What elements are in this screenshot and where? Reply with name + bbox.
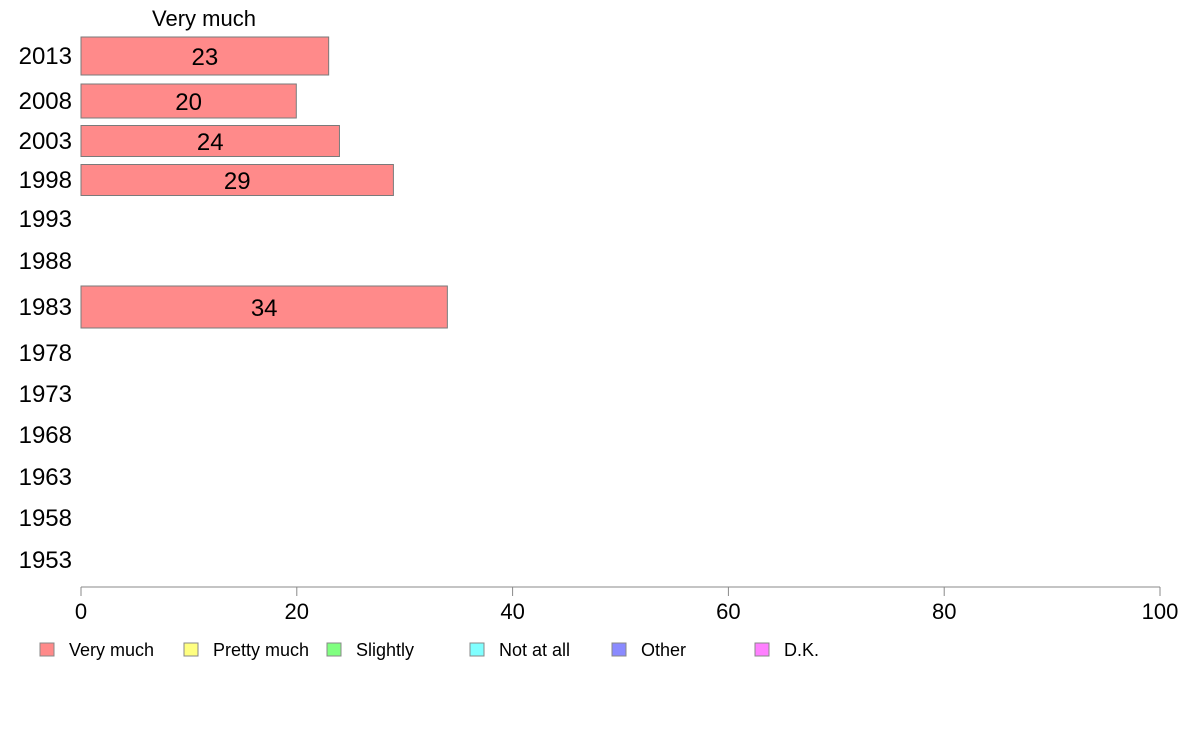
year-label-1953: 1953 [19, 547, 72, 574]
bar-2013 [80, 36, 330, 76]
year-label-1978: 1978 [19, 340, 72, 367]
legend-label-pretty-much: Pretty much [213, 640, 309, 660]
year-label-1988: 1988 [19, 248, 72, 275]
year-label-1973: 1973 [19, 381, 72, 408]
legend: Very much Pretty much Slightly Not at all Ot… [39, 640, 819, 660]
x-tick-label-60: 60 [716, 599, 740, 624]
legend-swatch-other [611, 642, 627, 657]
legend-label-very-much: Very much [69, 640, 154, 660]
bar-2008 [80, 83, 297, 119]
legend-label-slightly: Slightly [356, 640, 414, 660]
legend-swatch-slightly [326, 642, 342, 657]
bar-value-label-2003: 24 [197, 129, 224, 156]
x-tick-label-40: 40 [500, 599, 524, 624]
bar-1983 [80, 285, 448, 329]
x-tick-label-0: 0 [75, 599, 87, 624]
legend-swatch-d-k [754, 642, 770, 657]
bar-2003 [80, 125, 340, 157]
year-label-1998: 1998 [19, 167, 72, 194]
bar-value-label-1998: 29 [224, 168, 251, 195]
legend-swatch-very-much [39, 642, 55, 657]
year-label-2013: 2013 [19, 43, 72, 70]
x-axis: 0 20 40 60 80 100 [75, 586, 1179, 624]
column-header: Very much [152, 6, 256, 31]
year-labels: 2013 2008 2003 1998 1993 1988 1983 1978 1973 1968… [19, 43, 72, 574]
year-label-1993: 1993 [19, 206, 72, 233]
year-label-2003: 2003 [19, 128, 72, 155]
year-label-2008: 2008 [19, 88, 72, 115]
year-label-1968: 1968 [19, 422, 72, 449]
year-label-1958: 1958 [19, 505, 72, 532]
bar-1998 [80, 164, 394, 196]
legend-label-other: Other [641, 640, 686, 660]
legend-swatch-pretty-much [183, 642, 199, 657]
bar-value-label-1983: 34 [251, 295, 278, 322]
legend-label-d-k: D.K. [784, 640, 819, 660]
bar-value-label-2013: 23 [191, 44, 218, 71]
bar-value-label-2008: 20 [175, 89, 202, 116]
legend-swatch-not-at-all [469, 642, 485, 657]
legend-label-not-at-all: Not at all [499, 640, 570, 660]
x-tick-label-20: 20 [285, 599, 309, 624]
x-tick-label-100: 100 [1142, 599, 1179, 624]
x-tick-label-80: 80 [932, 599, 956, 624]
year-label-1983: 1983 [19, 294, 72, 321]
year-label-1963: 1963 [19, 464, 72, 491]
